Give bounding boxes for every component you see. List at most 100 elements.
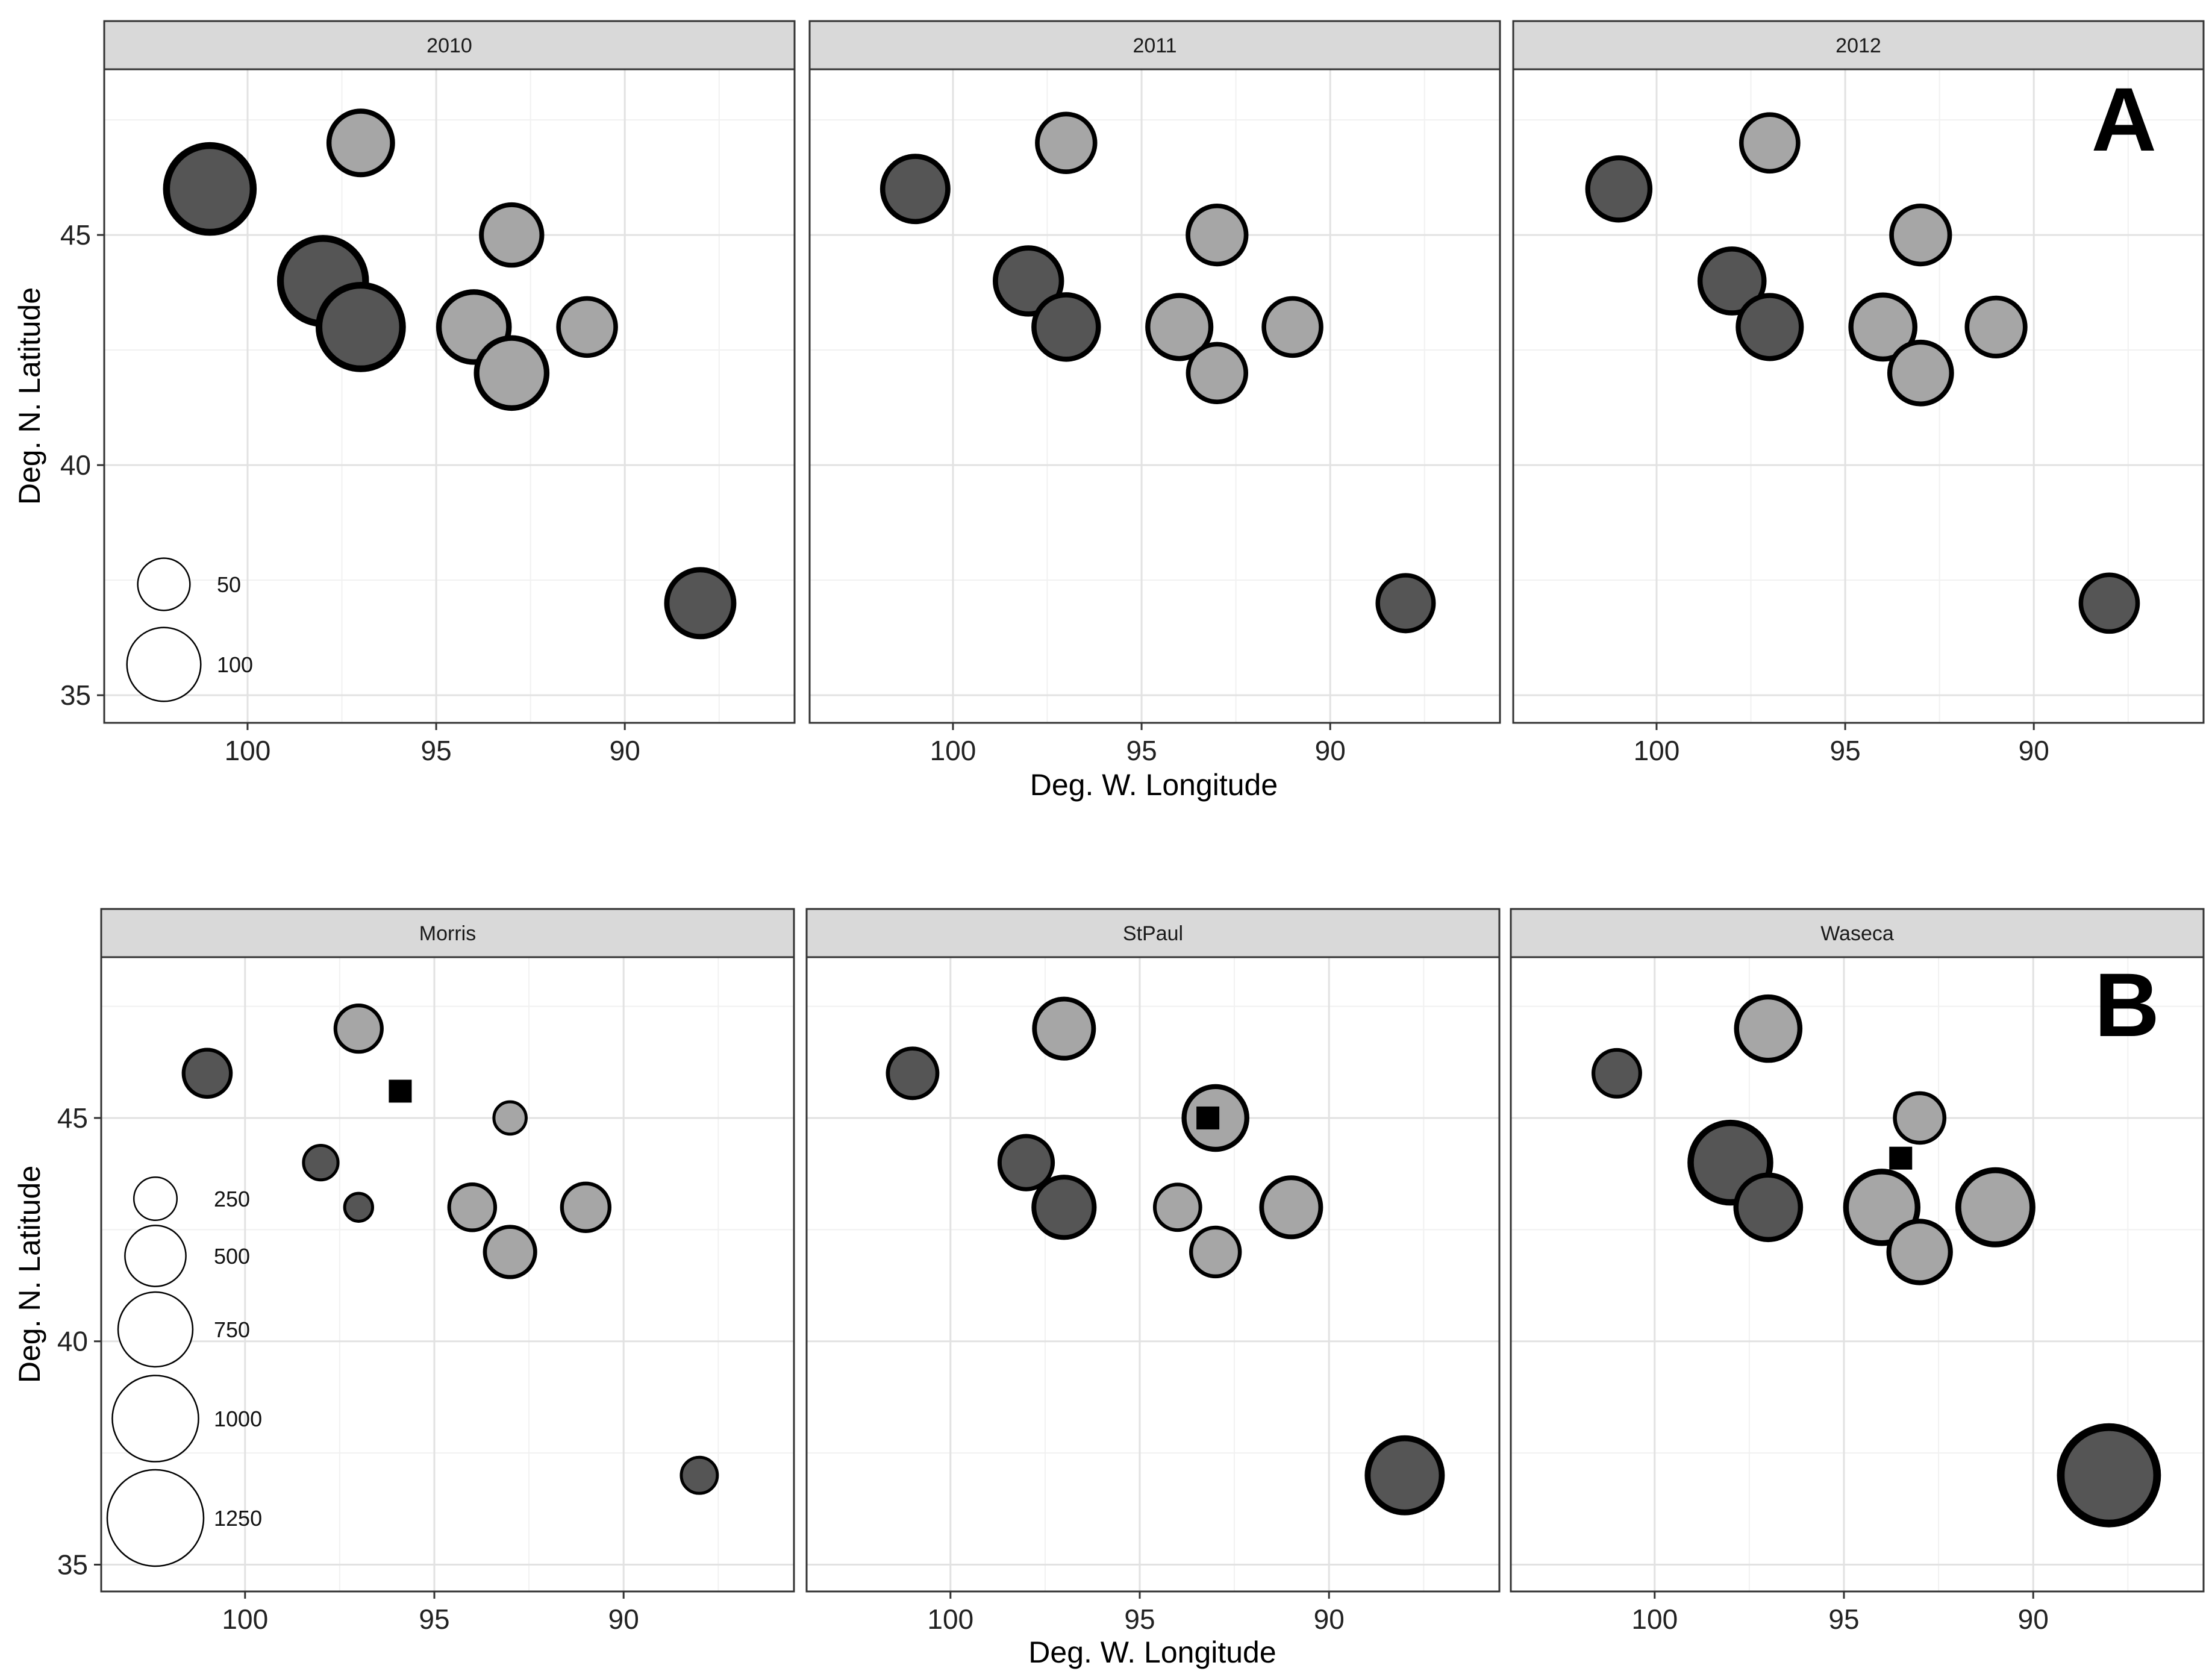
- data-point: [302, 1143, 340, 1182]
- x-tick-label: 90: [2019, 735, 2049, 766]
- facet-strip: [1510, 908, 2205, 958]
- facet-waseca: Waseca 100 95 90: [1510, 908, 2205, 1635]
- data-point: [879, 154, 951, 225]
- data-point: [1032, 996, 1096, 1061]
- facet-strip: [1512, 20, 2205, 70]
- x-tick-label: 100: [225, 735, 271, 766]
- data-point: [2057, 1423, 2161, 1528]
- x-tick-label: 100: [927, 1603, 973, 1635]
- size-legend-label: 50: [217, 572, 241, 597]
- facet-strip-label: StPaul: [1123, 922, 1183, 945]
- data-point: [1964, 295, 2028, 359]
- data-point: [1591, 1048, 1642, 1099]
- data-point: [1893, 1091, 1947, 1145]
- size-legend-label: 1250: [214, 1506, 262, 1531]
- x-tick-label: 95: [1126, 735, 1157, 766]
- facet-strip: [100, 908, 795, 958]
- data-point: [1955, 1167, 2035, 1248]
- data-point: [1848, 292, 1918, 362]
- size-legend-label: 750: [214, 1317, 250, 1342]
- data-point: [315, 281, 406, 372]
- data-point: [1697, 246, 1767, 316]
- y-axis-title: Deg. N. Latitude: [13, 1166, 46, 1383]
- data-point: [1261, 296, 1323, 358]
- x-tick-label: 90: [2018, 1603, 2049, 1635]
- data-point: [1035, 111, 1098, 174]
- data-point: [1843, 1169, 1921, 1246]
- facet-strip: [103, 20, 796, 70]
- size-legend-key: [133, 1176, 178, 1222]
- data-point: [1259, 1175, 1323, 1240]
- x-tick-label: 100: [1634, 735, 1680, 766]
- size-legend-key: [111, 1375, 199, 1463]
- data-point: [343, 1191, 375, 1223]
- data-point: [479, 202, 545, 268]
- data-point: [1145, 293, 1214, 361]
- chart-group-b: Morris 100 95 90 35 40 45 StPaul 100 95 90 Waseca 10…: [13, 908, 2205, 1669]
- data-point: [1186, 203, 1249, 267]
- data-point: [997, 1134, 1055, 1191]
- y-tick-label: 35: [57, 1549, 88, 1581]
- data-point: [560, 1181, 612, 1233]
- data-point: [447, 1182, 498, 1232]
- x-tick-label: 90: [1314, 1603, 1345, 1635]
- y-axis-title: Deg. N. Latitude: [13, 287, 46, 505]
- x-axis-title: Deg. W. Longitude: [1030, 768, 1278, 802]
- data-point: [1031, 292, 1101, 362]
- x-tick-label: 95: [420, 735, 451, 766]
- chart-group-a: 2010 100 95 90 35 40 45 2011 100 95 90 2012 100 95 90 5…: [13, 20, 2205, 802]
- facet-strip-label: 2010: [426, 34, 472, 57]
- facet-2012: 2012 100 95 90: [1512, 20, 2205, 766]
- x-tick-label: 90: [610, 735, 640, 766]
- size-legend-key: [137, 557, 191, 611]
- data-point: [1739, 112, 1801, 174]
- size-legend-label: 100: [217, 652, 253, 677]
- data-point: [1189, 1225, 1242, 1279]
- facet-strip-label: 2012: [1836, 34, 1881, 57]
- data-point: [1889, 203, 1952, 267]
- x-tick-label: 95: [1829, 735, 1860, 766]
- size-legend-key: [117, 1291, 194, 1368]
- panel-letter: A: [2092, 69, 2157, 170]
- facet-stpaul: StPaul 100 95 90: [805, 908, 1501, 1635]
- data-point: [333, 1004, 384, 1054]
- site-marker: [389, 1079, 412, 1103]
- data-point: [1364, 1435, 1445, 1516]
- panel-letter: B: [2095, 954, 2160, 1055]
- x-tick-label: 100: [1631, 1603, 1678, 1635]
- data-point: [483, 1225, 537, 1279]
- size-legend-key: [106, 1469, 205, 1567]
- facet-morris: Morris 100 95 90 35 40 45: [57, 908, 795, 1635]
- data-point: [326, 108, 395, 178]
- x-axis-title: Deg. W. Longitude: [1028, 1635, 1276, 1669]
- size-legend-key: [126, 626, 202, 702]
- y-tick-label: 35: [60, 679, 91, 711]
- x-tick-label: 95: [419, 1603, 449, 1635]
- data-point: [664, 567, 737, 640]
- data-point: [181, 1048, 233, 1099]
- data-point: [1031, 1175, 1097, 1240]
- facet-2011: 2011 100 95 90: [808, 20, 1501, 766]
- data-point: [1152, 1182, 1202, 1232]
- x-tick-label: 100: [930, 735, 976, 766]
- site-marker: [1889, 1146, 1913, 1170]
- size-legend-label: 500: [214, 1244, 250, 1269]
- facet-strip-label: 2011: [1133, 34, 1176, 57]
- size-legend-label: 250: [214, 1187, 250, 1211]
- data-point: [163, 142, 257, 236]
- data-point: [1886, 1219, 1953, 1285]
- y-tick-label: 45: [57, 1102, 88, 1134]
- data-point: [1186, 342, 1249, 404]
- facet-strip: [808, 20, 1501, 70]
- y-tick-label: 40: [57, 1326, 88, 1357]
- data-point: [2078, 572, 2140, 634]
- data-point: [1375, 573, 1436, 634]
- x-tick-label: 90: [608, 1603, 639, 1635]
- data-point: [1733, 1172, 1804, 1243]
- data-point: [473, 335, 550, 411]
- site-marker: [1196, 1106, 1220, 1129]
- data-point: [886, 1046, 940, 1101]
- y-tick-label: 40: [60, 449, 91, 481]
- data-point: [492, 1100, 528, 1136]
